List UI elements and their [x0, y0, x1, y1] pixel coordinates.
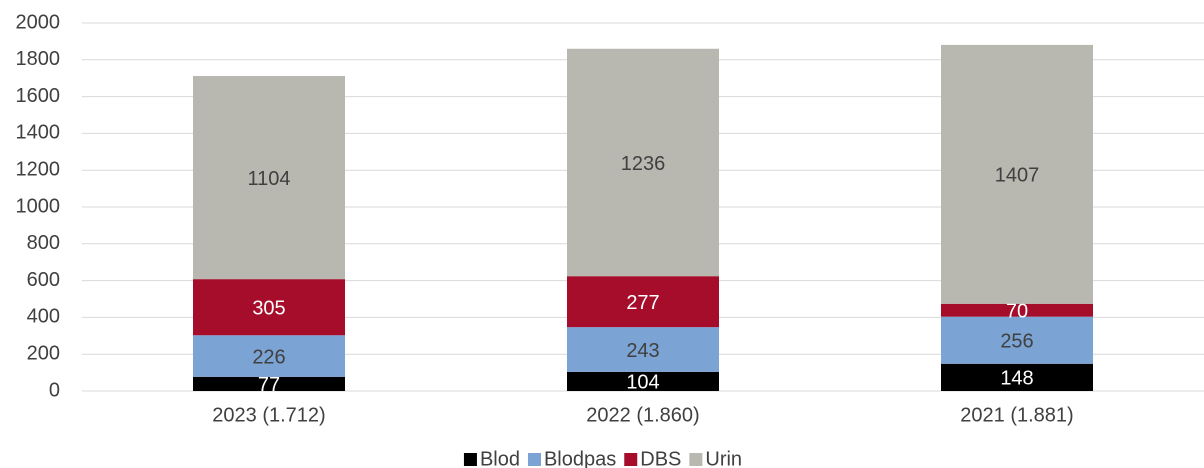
- legend-swatch: [689, 453, 703, 466]
- data-label: 277: [626, 292, 659, 314]
- y-tick-label: 1800: [16, 48, 61, 70]
- y-tick-label: 2000: [16, 11, 61, 33]
- legend-swatch: [463, 453, 477, 466]
- data-label: 256: [1000, 330, 1033, 352]
- y-tick-label: 1400: [16, 122, 61, 144]
- y-tick-label: 800: [27, 232, 60, 254]
- y-tick-label: 0: [49, 379, 60, 401]
- legend-label: Blodpas: [544, 448, 616, 468]
- bar-segment: [193, 279, 345, 336]
- y-tick-label: 1600: [16, 85, 61, 107]
- legend-label: DBS: [640, 448, 681, 468]
- data-label: 1104: [247, 168, 290, 190]
- bar-segment: [567, 327, 719, 372]
- x-tick-label: 2022 (1.860): [586, 404, 699, 426]
- bar-segment: [193, 376, 345, 391]
- y-tick-label: 1200: [16, 158, 61, 180]
- data-label: 77: [258, 374, 280, 396]
- legend-label: Blod: [480, 448, 520, 468]
- y-tick-label: 1000: [16, 195, 61, 217]
- bar-segment: [567, 371, 719, 391]
- bar-segment: [567, 48, 719, 277]
- data-label: 1407: [995, 165, 1040, 187]
- bar-segment: [941, 44, 1093, 304]
- bar-segment: [193, 75, 345, 280]
- data-label: 104: [626, 372, 659, 394]
- data-label: 70: [1006, 301, 1028, 323]
- data-label: 1236: [621, 153, 666, 175]
- legend-label: Urin: [705, 448, 742, 468]
- y-tick-label: 400: [27, 306, 60, 328]
- x-tick-label: 2021 (1.881): [960, 404, 1073, 426]
- data-label: 305: [252, 297, 285, 319]
- data-label: 148: [1000, 368, 1033, 390]
- legend-swatch: [527, 453, 541, 466]
- data-label: 243: [626, 340, 659, 362]
- bar-segment: [567, 276, 719, 328]
- bar-segment: [193, 335, 345, 377]
- bar-segment: [941, 363, 1093, 391]
- y-tick-label: 200: [27, 342, 60, 364]
- y-tick-label: 600: [27, 269, 60, 291]
- legend-swatch: [624, 453, 638, 466]
- bar-segment: [941, 316, 1093, 364]
- bar-segment: [941, 303, 1093, 317]
- x-tick-label: 2023 (1.712): [212, 404, 325, 426]
- data-label: 226: [252, 346, 285, 368]
